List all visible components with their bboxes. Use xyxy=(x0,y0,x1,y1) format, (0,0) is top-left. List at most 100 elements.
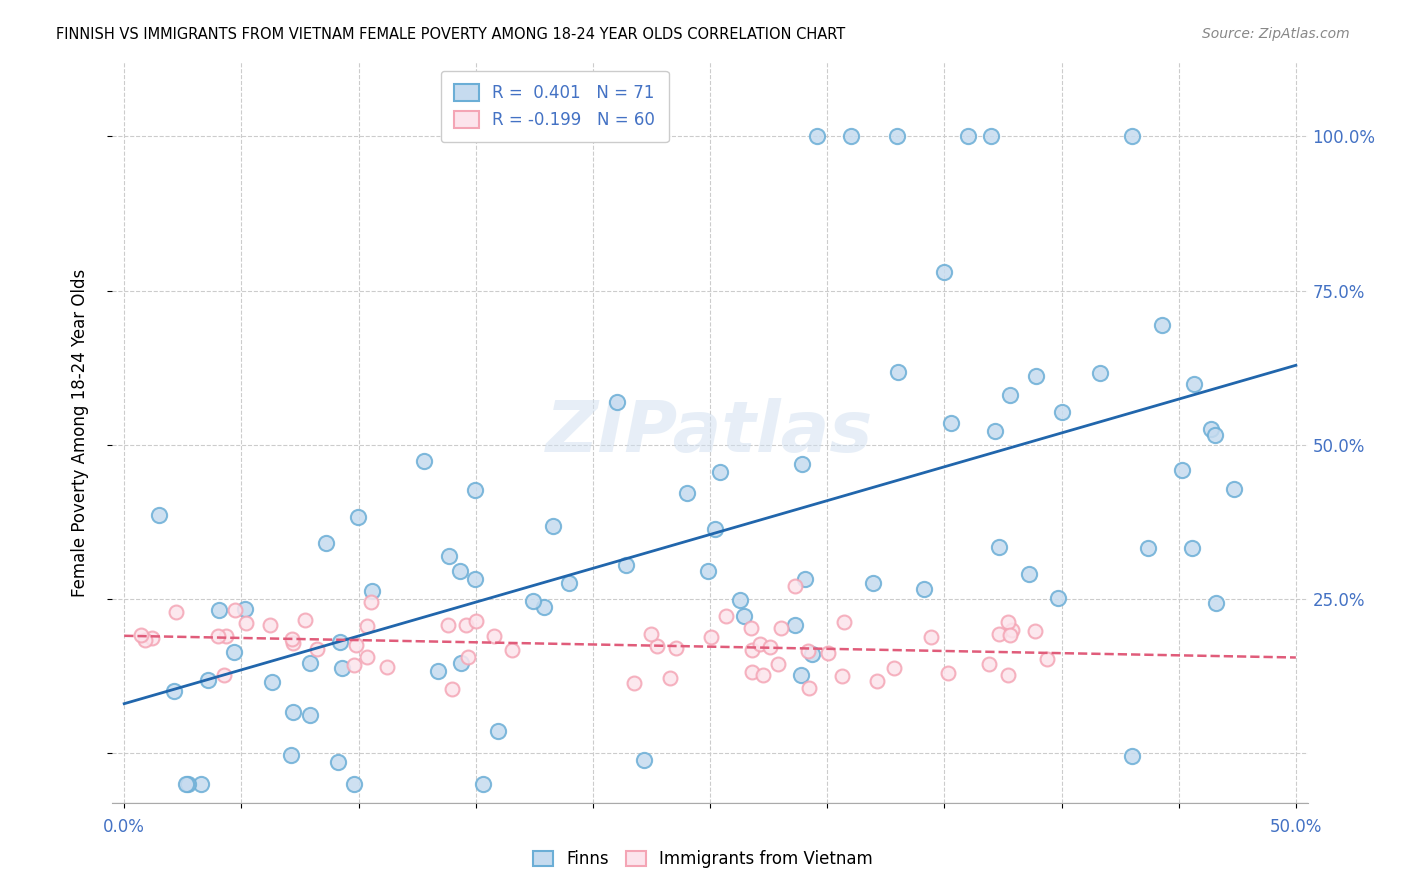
Point xyxy=(356,619,378,633)
Point xyxy=(886,365,908,379)
Point xyxy=(197,673,219,688)
Point xyxy=(224,645,246,659)
Point xyxy=(134,633,156,648)
Point xyxy=(740,621,762,635)
Y-axis label: Female Poverty Among 18-24 Year Olds: Female Poverty Among 18-24 Year Olds xyxy=(70,268,89,597)
Point xyxy=(281,705,304,719)
Text: 50.0%: 50.0% xyxy=(1270,818,1322,836)
Point xyxy=(208,603,231,617)
Point xyxy=(806,129,828,144)
Point xyxy=(298,657,321,671)
Legend: Finns, Immigrants from Vietnam: Finns, Immigrants from Vietnam xyxy=(526,844,880,875)
Point xyxy=(709,465,731,479)
Point xyxy=(939,416,962,430)
Point xyxy=(1170,462,1192,476)
Point xyxy=(1052,405,1074,419)
Point xyxy=(794,573,817,587)
Point xyxy=(1121,129,1143,144)
Point xyxy=(361,583,384,598)
Point xyxy=(1121,748,1143,763)
Point xyxy=(328,755,350,769)
Point xyxy=(987,540,1010,554)
Point xyxy=(980,129,1002,144)
Point xyxy=(356,650,378,665)
Point xyxy=(457,650,479,665)
Point xyxy=(298,708,321,723)
Point xyxy=(224,603,246,617)
Point xyxy=(148,508,170,523)
Point xyxy=(449,564,471,578)
Point xyxy=(260,675,283,690)
Point xyxy=(330,661,353,675)
Point xyxy=(759,640,782,655)
Point xyxy=(623,676,645,690)
Point xyxy=(215,629,238,643)
Point xyxy=(785,618,807,632)
Point xyxy=(934,265,956,279)
Point xyxy=(658,671,681,685)
Text: 0.0%: 0.0% xyxy=(103,818,145,836)
Point xyxy=(728,593,751,607)
Point xyxy=(883,661,905,675)
Point xyxy=(886,129,908,144)
Point xyxy=(665,640,688,655)
Text: FINNISH VS IMMIGRANTS FROM VIETNAM FEMALE POVERTY AMONG 18-24 YEAR OLDS CORRELAT: FINNISH VS IMMIGRANTS FROM VIETNAM FEMAL… xyxy=(56,27,845,42)
Point xyxy=(792,457,814,471)
Point xyxy=(426,664,449,678)
Point xyxy=(190,777,212,791)
Point xyxy=(997,615,1019,630)
Point xyxy=(831,669,853,683)
Point xyxy=(1204,427,1226,442)
Point xyxy=(766,657,789,671)
Point xyxy=(557,576,579,591)
Point xyxy=(437,549,460,563)
Point xyxy=(714,608,737,623)
Point xyxy=(797,644,820,658)
Point xyxy=(640,627,662,641)
Point xyxy=(375,660,398,674)
Point xyxy=(343,777,366,791)
Point xyxy=(141,632,163,646)
Point xyxy=(936,666,959,681)
Point xyxy=(956,129,979,144)
Point xyxy=(645,639,668,653)
Point xyxy=(703,522,725,536)
Point xyxy=(471,777,494,791)
Point xyxy=(294,613,316,627)
Point xyxy=(801,648,824,662)
Point xyxy=(233,602,256,616)
Point xyxy=(360,595,382,609)
Point xyxy=(450,656,472,670)
Point xyxy=(749,637,772,651)
Point xyxy=(797,681,820,696)
Point xyxy=(699,631,721,645)
Text: Source: ZipAtlas.com: Source: ZipAtlas.com xyxy=(1202,27,1350,41)
Point xyxy=(1205,595,1227,609)
Point xyxy=(817,647,839,661)
Point xyxy=(606,395,628,409)
Point xyxy=(741,643,763,657)
Point xyxy=(1182,376,1205,391)
Point xyxy=(1025,368,1047,383)
Point xyxy=(344,638,367,652)
Point xyxy=(441,682,464,697)
Point xyxy=(1088,366,1111,380)
Point xyxy=(1000,623,1022,637)
Point xyxy=(1181,541,1204,555)
Point xyxy=(280,747,302,762)
Point xyxy=(235,616,257,631)
Point xyxy=(862,575,884,590)
Point xyxy=(343,657,366,672)
Point xyxy=(522,594,544,608)
Point xyxy=(176,777,198,791)
Point xyxy=(984,424,1007,438)
Point xyxy=(741,665,763,680)
Point xyxy=(541,519,564,533)
Point xyxy=(1018,566,1040,581)
Point xyxy=(614,558,637,572)
Point xyxy=(633,753,655,767)
Point xyxy=(315,535,337,549)
Point xyxy=(790,668,813,682)
Point xyxy=(1223,482,1246,496)
Point xyxy=(997,668,1019,682)
